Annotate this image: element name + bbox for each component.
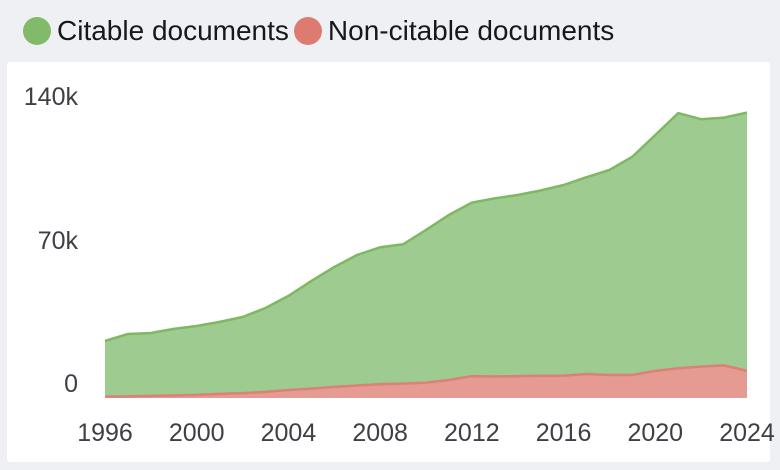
non-citable-area-shape <box>105 365 747 398</box>
stacked-area-chart <box>104 111 748 398</box>
citable-area-shape <box>105 112 747 397</box>
legend-item-citable[interactable]: Citable documents <box>23 15 289 47</box>
y-axis-tick-label: 70k <box>37 226 78 255</box>
x-axis-tick-label: 2024 <box>719 419 775 447</box>
non-citable-line <box>104 364 748 398</box>
x-axis-tick-label: 2004 <box>260 419 317 447</box>
citable-line <box>104 111 748 343</box>
x-axis-tick-label: 2012 <box>444 419 500 447</box>
legend: Citable documents Non-citable documents <box>0 0 780 62</box>
y-axis-tick-label: 0 <box>64 370 78 398</box>
x-axis-tick-label: 1996 <box>77 419 133 447</box>
x-axis-tick-label: 2020 <box>627 419 684 447</box>
legend-item-non-citable-label: Non-citable documents <box>327 15 615 46</box>
legend-item-citable-label: Citable documents <box>57 15 289 46</box>
x-axis-tick-label: 2008 <box>352 419 408 447</box>
legend-item-non-citable[interactable]: Non-citable documents <box>293 15 615 47</box>
x-axis-tick-label: 2000 <box>168 419 225 447</box>
x-axis-tick-label: 2016 <box>535 419 592 447</box>
non-citable-legend-dot-icon <box>293 17 322 45</box>
chart-card: 140k 70k 0 1996 2000 2004 2008 2012 2016 2020 202… <box>7 62 775 462</box>
y-axis-tick-label: 140k <box>23 83 78 111</box>
citable-legend-dot-icon <box>23 17 51 45</box>
